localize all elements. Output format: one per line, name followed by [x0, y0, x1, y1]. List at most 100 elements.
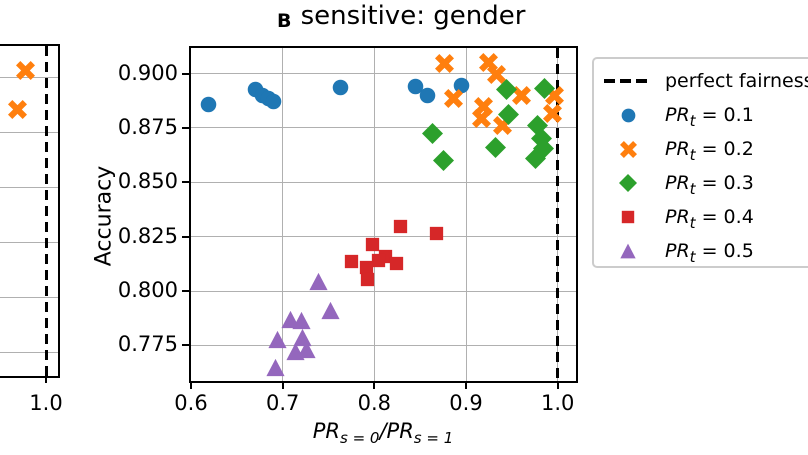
x-tick-label: 1.0 [29, 391, 63, 415]
marker-circle-series-1 [407, 78, 424, 95]
diamond-marker-icon [603, 174, 653, 192]
marker-circle-series-1 [332, 79, 349, 96]
gridline-horizontal [191, 181, 576, 183]
legend-item-label: PRt = 0.4 [665, 206, 754, 232]
marker-triangle-series-5 [280, 310, 300, 329]
marker-x-series-2 [472, 108, 492, 128]
y-tick-label: 0.825 [117, 223, 178, 248]
perfect-fairness-line [44, 46, 48, 376]
plot-area [189, 46, 578, 383]
marker-x [15, 60, 35, 80]
gridline-vertical [373, 48, 375, 381]
xlabel-sub2: s = 1 [413, 429, 454, 448]
x-marker-icon [603, 140, 653, 158]
y-tick-label: 0.800 [117, 278, 178, 302]
y-tick-label: 0.850 [117, 169, 178, 194]
x-axis-tick [45, 377, 47, 383]
x-tick-label: 0.9 [449, 391, 483, 415]
dashed-line-icon [603, 79, 653, 83]
x-axis-tick [556, 383, 559, 389]
marker-triangle-series-5 [293, 328, 312, 347]
gridline-horizontal [0, 242, 58, 243]
marker-diamond-series-3 [533, 138, 555, 160]
marker-triangle-series-5 [266, 358, 285, 377]
marker-x-series-2 [486, 65, 506, 85]
y-axis-tick [182, 290, 189, 292]
marker-diamond-series-3 [421, 122, 443, 144]
marker-circle-series-1 [453, 77, 470, 94]
x-axis-label: PRs = 0/PRs = 1 [312, 419, 454, 446]
y-axis-tick [182, 235, 189, 238]
gridline-horizontal [191, 344, 576, 346]
marker-triangle-series-5 [309, 272, 328, 291]
marker-circle-series-1 [200, 96, 217, 113]
legend-item-pr-0-5: PRt = 0.5 [603, 234, 808, 268]
legend-item-fairness: perfect fairness [603, 64, 808, 98]
marker-square-series-4 [389, 256, 404, 271]
x-tick-label: 0.7 [265, 391, 300, 415]
gridline-horizontal [0, 297, 58, 298]
gridline-vertical [465, 48, 467, 381]
panel-a-fragment [0, 44, 60, 378]
marker-triangle-series-5 [292, 311, 311, 330]
legend-item-label: PRt = 0.5 [665, 240, 754, 266]
marker-circle-series-1 [419, 87, 436, 104]
gridline-horizontal [191, 290, 576, 292]
plot-title: sensitive: gender [300, 1, 526, 31]
y-tick-label: 0.875 [117, 114, 178, 139]
x-tick-label: 0.6 [174, 391, 208, 415]
gridline-horizontal [191, 73, 576, 75]
legend-item-pr-0-3: PRt = 0.3 [603, 166, 808, 200]
legend-item-pr-0-1: PRt = 0.1 [603, 98, 808, 132]
y-axis-tick [182, 344, 189, 347]
marker-x-series-2 [511, 85, 531, 105]
panel-letter: B [277, 10, 292, 32]
legend-item-pr-0-2: PRt = 0.2 [603, 132, 808, 166]
marker-square-series-4 [393, 219, 408, 234]
marker-diamond-series-3 [484, 137, 506, 159]
y-tick-label: 0.775 [117, 332, 178, 357]
marker-triangle-series-5 [321, 301, 340, 320]
gridline-horizontal [191, 236, 576, 238]
y-tick-label: 0.900 [117, 60, 178, 85]
xlabel-pr1: PR [312, 419, 340, 443]
marker-x-series-2 [479, 53, 499, 73]
gridline-horizontal [0, 352, 58, 353]
y-axis-tick [182, 181, 189, 184]
marker-x-series-2 [434, 54, 454, 74]
legend-item-label: PRt = 0.3 [665, 172, 754, 198]
marker-diamond-series-3 [497, 104, 519, 126]
x-axis-tick [373, 383, 376, 389]
marker-diamond-series-3 [495, 79, 517, 101]
x-axis-tick [465, 383, 467, 389]
marker-square-series-4 [365, 237, 380, 252]
marker-diamond-series-3 [432, 150, 454, 172]
xlabel-pr2: PR [386, 419, 414, 443]
marker-circle-series-1 [265, 93, 282, 110]
gridline-horizontal [0, 187, 58, 188]
y-axis-tick [182, 126, 189, 129]
marker-square-series-4 [359, 260, 374, 275]
marker-triangle-series-5 [297, 340, 316, 359]
marker-square-series-4 [344, 254, 359, 269]
y-axis-tick [182, 72, 189, 75]
perfect-fairness-line [556, 48, 560, 381]
gridline-horizontal [191, 127, 576, 129]
xlabel-slash: / [379, 419, 387, 443]
gridline-vertical [282, 48, 284, 381]
marker-diamond-series-3 [534, 78, 556, 100]
square-marker-icon [603, 210, 653, 224]
x-tick-label: 0.8 [357, 391, 392, 415]
marker-x-series-2 [542, 104, 562, 124]
legend-item-pr-0-4: PRt = 0.4 [603, 200, 808, 234]
circle-marker-icon [603, 108, 653, 123]
legend-item-label: PRt = 0.2 [665, 138, 754, 164]
marker-square-series-4 [360, 272, 375, 287]
marker-square-series-4 [429, 226, 444, 241]
legend-item-label: PRt = 0.1 [665, 104, 754, 130]
marker-x-series-2 [443, 89, 463, 109]
x-tick-label: 1.0 [540, 391, 575, 415]
triangle-marker-icon [603, 243, 653, 259]
x-axis-tick [190, 383, 192, 389]
